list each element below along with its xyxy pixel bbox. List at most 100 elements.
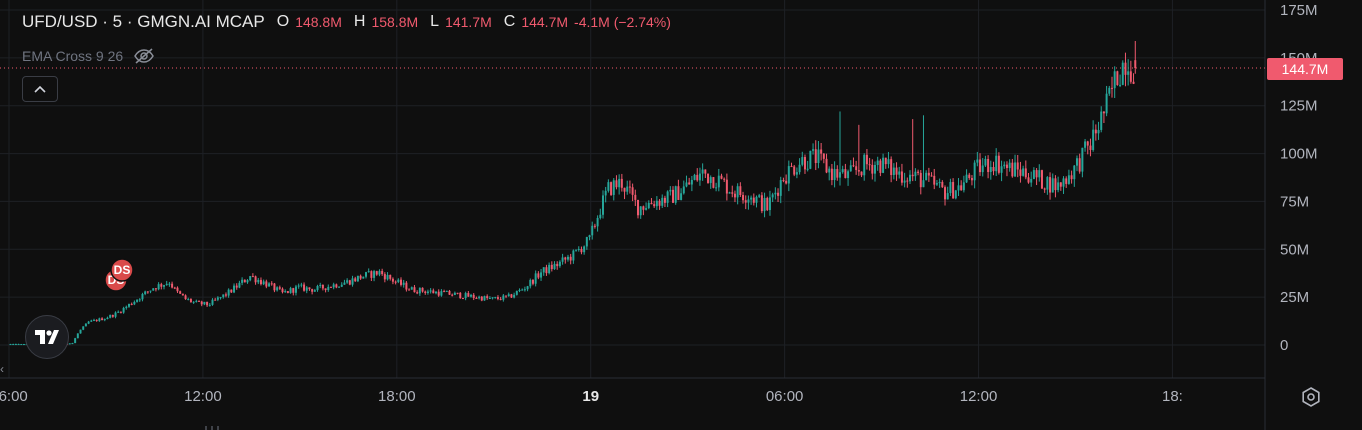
- candle-body: [82, 326, 85, 330]
- candle-body: [233, 285, 236, 293]
- candle-body: [989, 167, 992, 172]
- candle-body: [618, 178, 621, 188]
- candle-body: [882, 157, 885, 173]
- candle-body: [76, 333, 79, 339]
- candle-body: [809, 150, 812, 169]
- candle-body: [257, 279, 260, 283]
- candle-body: [405, 282, 408, 290]
- candle-body: [340, 284, 343, 287]
- candle-body: [510, 294, 513, 298]
- candle-body: [308, 287, 311, 290]
- candle-body: [297, 285, 300, 287]
- candle-body: [397, 279, 400, 282]
- candle-body: [386, 274, 389, 280]
- eye-off-icon[interactable]: [133, 48, 155, 64]
- candle-body: [1084, 141, 1087, 148]
- candle-body: [981, 165, 984, 173]
- candle-body: [801, 157, 804, 165]
- candle-body: [984, 158, 987, 166]
- candle-body: [445, 290, 448, 292]
- candle-body: [480, 296, 483, 301]
- candle-body: [424, 291, 427, 293]
- candle-body: [933, 175, 936, 185]
- candle-body: [319, 284, 322, 286]
- candle-body: [87, 321, 90, 324]
- trade-marker[interactable]: DS: [110, 258, 134, 282]
- candle-body: [661, 197, 664, 206]
- candle-body: [871, 164, 874, 174]
- candle-body: [857, 170, 860, 172]
- candle-body: [1124, 62, 1127, 75]
- indicator-label[interactable]: EMA Cross 9 26: [22, 48, 124, 64]
- candle-body: [723, 178, 726, 180]
- candle-body: [639, 206, 642, 216]
- candle-body: [631, 187, 634, 195]
- candle-body: [637, 199, 640, 216]
- candle-body: [17, 344, 20, 346]
- candle-body: [1027, 177, 1030, 183]
- candle-body: [626, 186, 629, 192]
- symbol-title[interactable]: UFD/USD · 5 · GMGN.AI MCAP: [22, 12, 265, 31]
- candle-body: [1065, 178, 1068, 184]
- candle-body: [564, 257, 567, 260]
- candle-body: [141, 294, 144, 300]
- candle-body: [464, 293, 467, 299]
- candle-body: [303, 284, 306, 291]
- candle-body: [620, 178, 623, 188]
- candle-body: [491, 297, 494, 299]
- y-tick-label: 75M: [1280, 193, 1309, 210]
- candle-body: [432, 290, 435, 294]
- x-tick-label: 06:00: [766, 388, 804, 405]
- candle-body: [758, 195, 761, 197]
- candle-body: [300, 284, 303, 286]
- candle-body: [494, 297, 497, 299]
- candle-body: [1030, 178, 1033, 183]
- candle-body: [979, 159, 982, 173]
- candle-body: [163, 285, 166, 287]
- candle-body: [957, 185, 960, 191]
- indicator-row[interactable]: EMA Cross 9 26: [22, 48, 155, 64]
- candle-body: [203, 301, 206, 305]
- candle-body: [531, 280, 534, 284]
- candle-body: [84, 323, 87, 327]
- candle-body: [712, 177, 715, 188]
- candle-body: [348, 280, 351, 285]
- candle-body: [787, 166, 790, 184]
- gear-icon[interactable]: [1298, 384, 1324, 410]
- candle-body: [623, 187, 626, 192]
- current-price-label: 144.7M: [1267, 58, 1343, 80]
- candle-body: [820, 149, 823, 154]
- candle-body: [227, 289, 230, 296]
- candle-body: [71, 343, 74, 345]
- candle-body: [472, 294, 475, 298]
- candle-body: [294, 286, 297, 293]
- candle-body: [281, 288, 284, 293]
- chevron-left-icon[interactable]: ‹: [0, 362, 4, 376]
- candle-body: [1073, 165, 1076, 180]
- candle-body: [1102, 111, 1105, 114]
- candle-body: [628, 186, 631, 188]
- candle-body: [437, 291, 440, 296]
- candle-body: [216, 297, 219, 300]
- y-tick-label: 0: [1280, 337, 1288, 354]
- candle-body: [733, 193, 736, 198]
- candle-body: [925, 172, 928, 181]
- candle-body: [814, 149, 817, 164]
- candle-body: [566, 256, 569, 260]
- candle-body: [1105, 93, 1108, 114]
- candle-body: [534, 273, 537, 284]
- candle-body: [426, 291, 429, 293]
- candle-body: [1119, 84, 1122, 86]
- tradingview-logo-icon[interactable]: [25, 315, 69, 359]
- collapse-legend-button[interactable]: [22, 76, 58, 102]
- y-tick-label: 125M: [1280, 98, 1318, 115]
- high-value: 158.8M: [371, 14, 419, 30]
- candle-body: [20, 344, 23, 346]
- candle-body: [698, 173, 701, 181]
- candle-body: [1075, 158, 1078, 166]
- candle-body: [335, 284, 338, 288]
- candle-body: [736, 186, 739, 198]
- candle-body: [593, 225, 596, 227]
